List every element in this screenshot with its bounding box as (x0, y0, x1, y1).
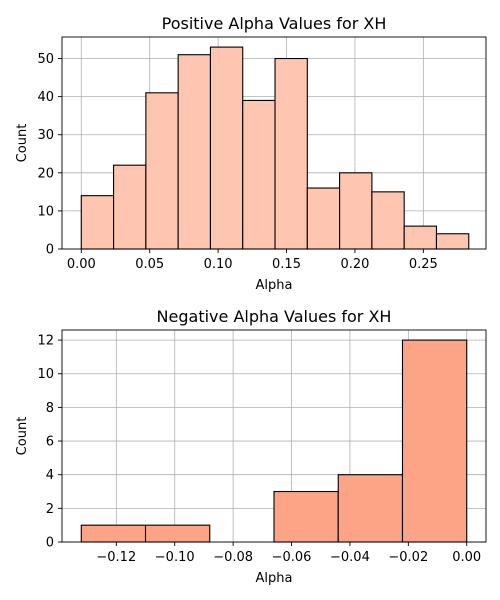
histogram-bar (337, 474, 404, 543)
x-tick-label: 0.00 (67, 257, 96, 272)
y-tick-label: 2 (46, 502, 54, 517)
x-tick-label: −0.06 (272, 550, 312, 565)
y-tick-label: 20 (37, 166, 54, 181)
x-tick-label: 0.05 (135, 257, 164, 272)
y-tick-label: 0 (46, 243, 54, 258)
y-tick-label: 40 (37, 90, 54, 105)
histogram-bar (80, 524, 147, 543)
x-tick-label: −0.08 (213, 550, 253, 565)
histogram-bar (306, 187, 341, 250)
positive-alpha-histogram: 0.00 0.05 0.10 0.15 0.20 0.25 0 10 20 30 40 50 Posit… (15, 14, 487, 293)
x-tick-label: 0.25 (409, 257, 438, 272)
x-tick-label: −0.10 (155, 550, 195, 565)
histogram-bar (371, 191, 405, 250)
histogram-bar (209, 46, 244, 250)
y-tick-label: 6 (46, 435, 54, 450)
y-axis-label: Count (15, 417, 30, 456)
histogram-bar (177, 54, 211, 250)
x-tick-label: −0.04 (330, 550, 370, 565)
histogram-bar (113, 164, 147, 250)
axes-frame (61, 329, 487, 543)
negative-alpha-histogram: −0.12 −0.10 −0.08 −0.06 −0.04 −0.02 0.00 0 2 4 6 8 1… (15, 307, 487, 586)
x-axis-label: Alpha (256, 571, 293, 586)
histogram-bar (80, 195, 115, 250)
y-tick-label: 50 (37, 52, 54, 67)
y-tick-label: 10 (37, 204, 54, 219)
histogram-bar (435, 233, 470, 250)
x-tick-label: 0.10 (204, 257, 233, 272)
y-tick-label: 4 (46, 468, 54, 483)
histogram-bar (274, 57, 308, 250)
histogram-bar (401, 339, 468, 543)
y-tick-label: 0 (46, 536, 54, 551)
y-tick-label: 12 (37, 334, 54, 349)
histogram-bar (273, 490, 339, 543)
x-tick-label: 0.15 (272, 257, 301, 272)
y-axis-label: Count (15, 124, 30, 163)
x-tick-label: 0.00 (452, 550, 481, 565)
histogram-bar (145, 92, 179, 250)
histogram-bar (403, 225, 438, 250)
y-tick-label: 10 (37, 367, 54, 382)
y-tick-label: 30 (37, 128, 54, 143)
chart-title: Negative Alpha Values for XH (157, 307, 392, 326)
axes-frame (61, 36, 487, 250)
chart-title: Positive Alpha Values for XH (162, 14, 387, 33)
x-tick-label: 0.20 (340, 257, 369, 272)
histogram-bar (242, 99, 276, 250)
y-tick-label: 8 (46, 401, 54, 416)
x-axis-label: Alpha (256, 278, 293, 293)
x-tick-label: −0.12 (96, 550, 136, 565)
histogram-bar (339, 172, 373, 250)
x-tick-label: −0.02 (388, 550, 428, 565)
histogram-bar (144, 524, 211, 543)
